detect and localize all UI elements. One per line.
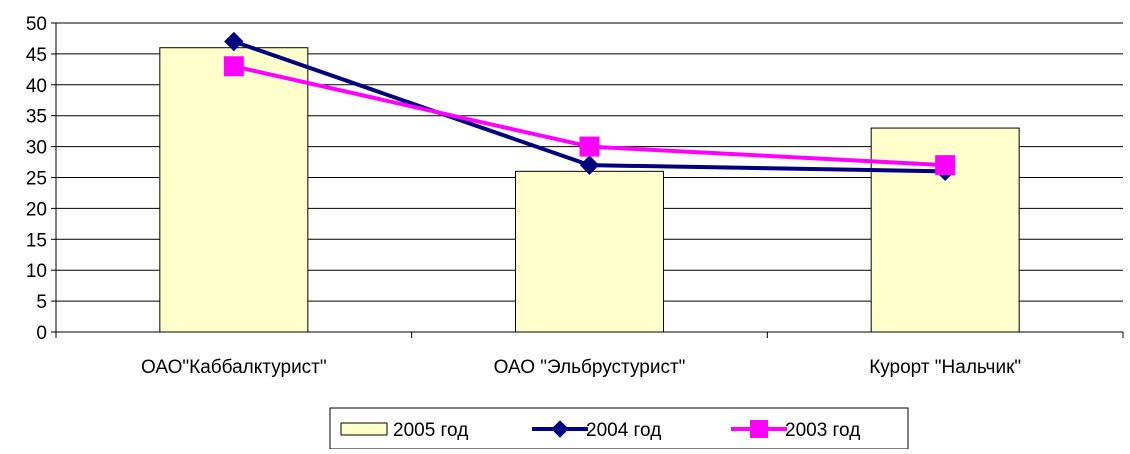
y-tick-label: 10 <box>26 261 47 282</box>
y-tick-label: 15 <box>26 230 47 251</box>
line-marker <box>224 31 244 52</box>
y-tick-label: 30 <box>26 138 47 159</box>
tick-labels: 0 5 10 15 20 25 30 35 40 45 50 ОАО"Каббалктурист" ОА… <box>26 14 1021 378</box>
y-tick-label: 50 <box>26 14 47 35</box>
y-tick-label: 5 <box>36 292 47 313</box>
y-tick-label: 20 <box>26 199 47 220</box>
bar <box>159 47 309 333</box>
line-marker <box>579 155 600 175</box>
legend-label: 2005 год <box>393 420 468 441</box>
legend: 2005 год 2004 год 2003 год <box>329 407 909 450</box>
line-marker <box>223 56 244 77</box>
line-marker <box>750 420 768 438</box>
y-tick-label: 35 <box>26 107 47 128</box>
x-tick-label: ОАО"Каббалктурист" <box>141 357 327 378</box>
y-tick-label: 25 <box>26 169 47 190</box>
legend-label: 2003 год <box>785 420 860 441</box>
y-tick-label: 0 <box>36 323 47 344</box>
bar-series <box>159 47 1020 333</box>
legend-box <box>329 407 909 450</box>
line-marker <box>579 136 600 157</box>
y-tick-label: 45 <box>26 45 47 66</box>
x-tick-label: ОАО "Эльбрустурист" <box>494 357 686 378</box>
bar <box>515 170 664 333</box>
line-marker <box>551 420 569 438</box>
y-tick-label: 40 <box>26 76 47 97</box>
line-marker <box>935 155 956 176</box>
axes <box>51 22 1124 338</box>
legend-label: 2004 год <box>586 420 661 441</box>
legend-swatch <box>340 422 388 436</box>
x-tick-label: Курорт "Нальчик" <box>869 357 1021 378</box>
line-series <box>223 31 956 182</box>
